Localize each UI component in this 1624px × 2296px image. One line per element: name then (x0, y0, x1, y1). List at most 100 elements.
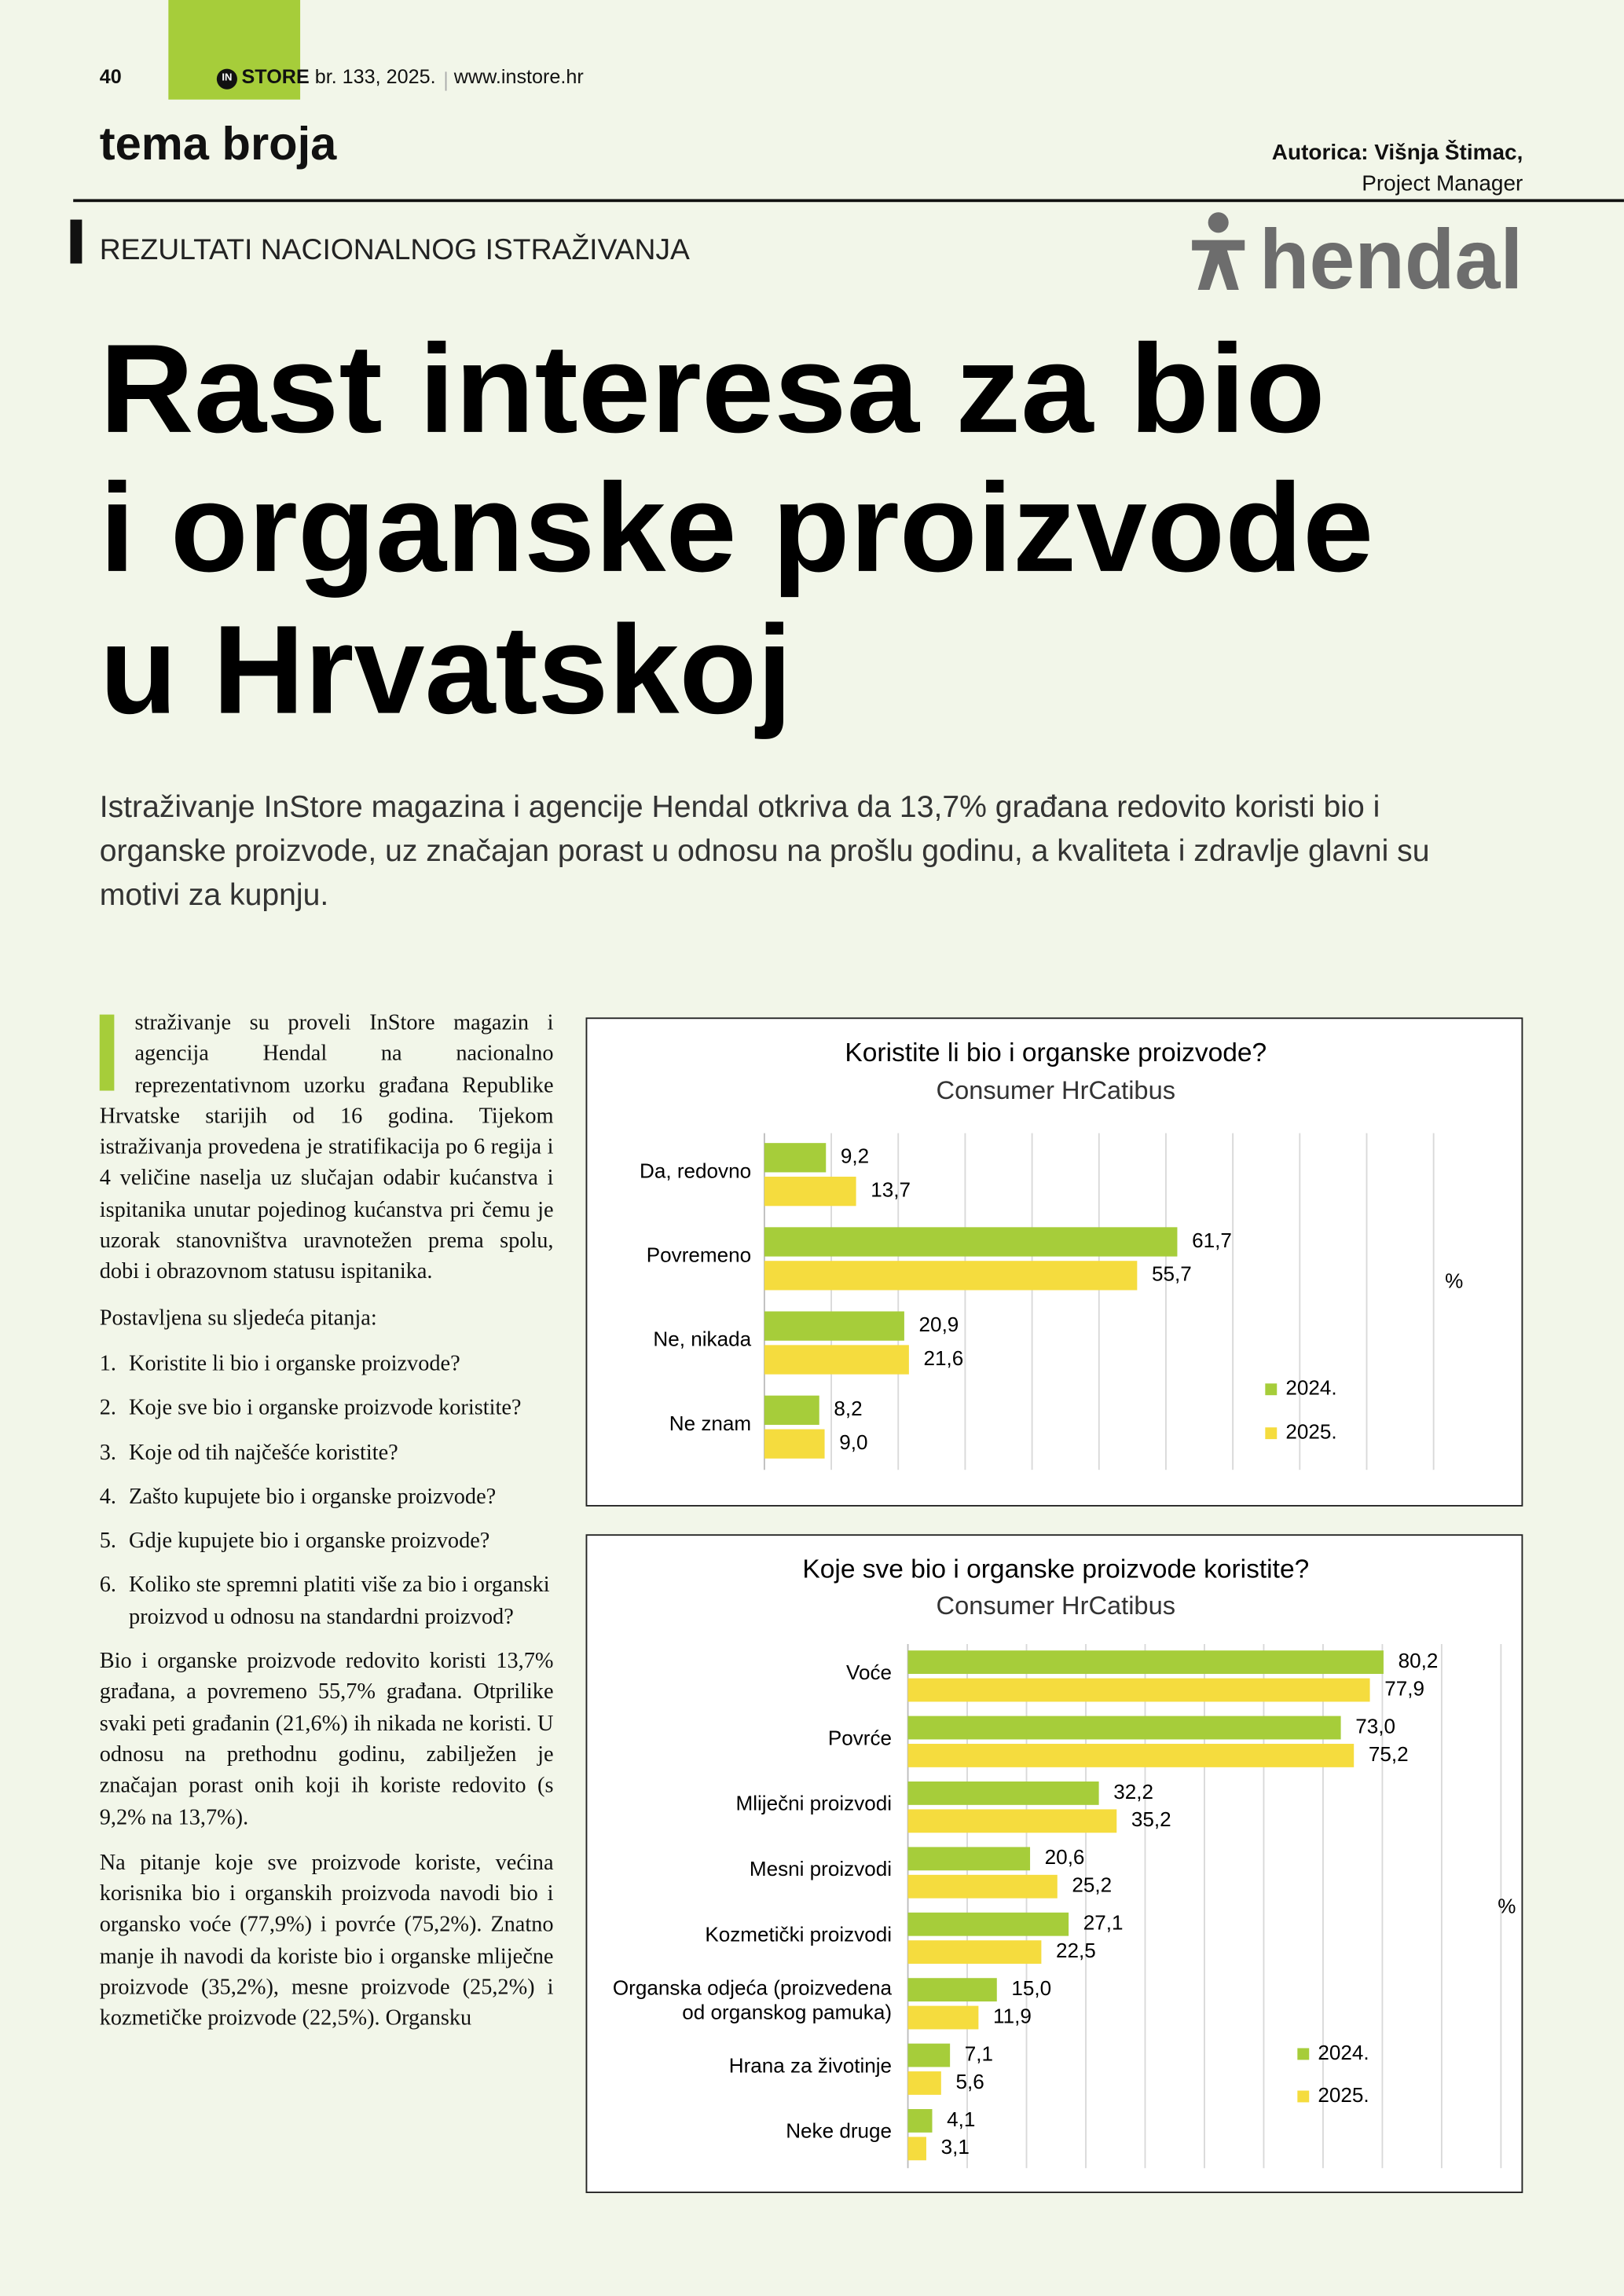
chart-subtitle: Consumer HrCatibus (937, 1591, 1175, 1620)
bar (907, 1650, 1384, 1675)
logo-text: hendal (1259, 211, 1523, 302)
question-number: 6. (99, 1573, 116, 1598)
value-label: 4,1 (947, 2107, 975, 2131)
question: 3. Koje od tih najčešće koristite? (100, 1437, 554, 1468)
paragraph: Na pitanje koje sve proizvode koriste, v… (99, 1850, 554, 2031)
category-label: Povrće (828, 1726, 892, 1749)
question-number: 3. (99, 1440, 116, 1465)
url: www.instore.hr (453, 65, 584, 88)
question-number: 4. (99, 1484, 116, 1510)
bar (907, 1978, 997, 2002)
value-label: 55,7 (1152, 1262, 1192, 1286)
category-label: Povremeno (647, 1243, 751, 1266)
value-label: 9,0 (839, 1430, 867, 1454)
value-label: 32,2 (1113, 1780, 1153, 1803)
bar (907, 2005, 979, 2030)
legend-label: 2025. (1318, 2083, 1369, 2107)
bar (907, 1782, 1099, 1805)
chart: Koje sve bio i organske proizvode korist… (613, 1555, 1516, 2169)
bar (907, 2109, 933, 2133)
bar (764, 1345, 909, 1375)
lead: Istraživanje InStore magazina i agencije… (99, 790, 1430, 913)
value-label: 73,0 (1355, 1714, 1395, 1738)
brand: STORE (241, 65, 310, 88)
bar (907, 1940, 1042, 1965)
title-line: i organske proizvode (100, 457, 1374, 598)
category-label: Ne znam (669, 1412, 751, 1435)
legend-swatch (1297, 2090, 1310, 2103)
question: 1. Koristite li bio i organske proizvode? (100, 1349, 554, 1380)
paragraphs: Bio i organske proizvode redovito korist… (100, 1646, 554, 2034)
legend-label: 2025. (1285, 1420, 1336, 1444)
legend-swatch (1297, 2048, 1310, 2060)
value-label: 13,7 (871, 1178, 911, 1202)
value-label: 77,9 (1384, 1676, 1424, 1700)
issue: br. 133, 2025. (314, 65, 436, 88)
title-line: u Hrvatskoj (100, 599, 793, 740)
drop-cap: I (99, 1014, 115, 1091)
paragraph: Bio i organske proizvode redovito korist… (99, 1648, 554, 1829)
category-label: Ne, nikada (653, 1327, 751, 1351)
value-label: 11,9 (993, 2004, 1032, 2027)
value-label: 35,2 (1131, 1807, 1171, 1831)
value-label: 5,6 (955, 2070, 984, 2093)
bar (907, 2043, 951, 2067)
author-name: Autorica: Višnja Štimac, (1271, 140, 1523, 166)
value-label: 75,2 (1369, 1742, 1409, 1766)
legend-swatch (1265, 1427, 1278, 1440)
value-label: 7,1 (965, 2041, 993, 2065)
value-label: 80,2 (1399, 1649, 1439, 1672)
chart-box: Koje sve bio i organske proizvode korist… (585, 1534, 1523, 2193)
bar (907, 1678, 1370, 1702)
value-label: 20,9 (919, 1313, 959, 1336)
bar (907, 1847, 1031, 1871)
unit-label: % (1445, 1269, 1463, 1293)
bar (907, 2137, 926, 2161)
bar (764, 1143, 827, 1173)
chart-box: Koristite li bio i organske proizvode? Co… (585, 1017, 1523, 1507)
paragraph: Postavljena su sljedeća pitanja: (99, 1305, 377, 1331)
separator (445, 71, 447, 91)
question-list: 1. Koristite li bio i organske proizvode?… (100, 1349, 554, 1633)
value-label: 61,7 (1192, 1229, 1232, 1252)
section: tema broja (99, 117, 337, 170)
bar (907, 1716, 1341, 1740)
question: 4. Zašto kupujete bio i organske proizvod… (100, 1481, 554, 1513)
chart-title: Koje sve bio i organske proizvode korist… (802, 1555, 1309, 1584)
headline: Rast interesa za bio i organske proizvod… (100, 322, 1374, 740)
bar (907, 1912, 1069, 1936)
value-label: 3,1 (941, 2135, 970, 2159)
question: 6. Koliko ste spremni platiti više za bio… (100, 1570, 554, 1632)
category-label: Da, redovno (640, 1159, 751, 1182)
category-label: Neke druge (786, 2119, 892, 2143)
question-text: Koristite li bio i organske proizvode? (129, 1351, 460, 1376)
value-label: 20,6 (1045, 1845, 1085, 1869)
question-text: Koje od tih najčešće koristite? (129, 1440, 398, 1465)
question-text: Koje sve bio i organske proizvode korist… (129, 1395, 522, 1421)
bar (764, 1261, 1138, 1291)
question-number: 5. (99, 1529, 116, 1554)
question: 5. Gdje kupujete bio i organske proizvode… (100, 1525, 554, 1557)
paragraph-text: straživanje su proveli InStore magazin i… (99, 1010, 554, 1285)
unit-label: % (1498, 1894, 1516, 1917)
category-label: Mliječni proizvodi (735, 1792, 892, 1815)
category-label: Mesni proizvodi (750, 1857, 892, 1880)
category-label: Kozmetički proizvodi (705, 1923, 892, 1946)
kicker-bar (70, 219, 82, 264)
question-text: Koliko ste spremni platiti više za bio i… (129, 1573, 550, 1629)
value-label: 15,0 (1011, 1976, 1051, 2000)
chart-subtitle: Consumer HrCatibus (937, 1075, 1175, 1104)
bar (764, 1395, 819, 1425)
chart-title: Koristite li bio i organske proizvode? (845, 1038, 1267, 1067)
value-label: 22,5 (1056, 1939, 1096, 1962)
legend-label: 2024. (1285, 1376, 1336, 1400)
kicker: REZULTATI NACIONALNOG ISTRAŽIVANJA (99, 234, 690, 267)
chart: Koristite li bio i organske proizvode? Co… (640, 1038, 1463, 1470)
question-text: Gdje kupujete bio i organske proizvode? (129, 1529, 490, 1554)
legend-label: 2024. (1318, 2041, 1369, 2064)
logo-icon (1192, 240, 1245, 291)
bar (907, 1874, 1058, 1899)
